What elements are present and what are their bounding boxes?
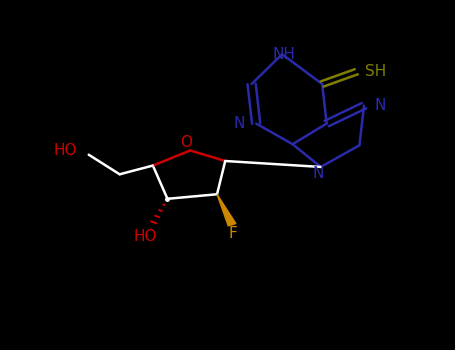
- Text: N: N: [374, 98, 385, 113]
- Polygon shape: [217, 194, 236, 226]
- Text: SH: SH: [365, 64, 387, 78]
- Text: O: O: [181, 135, 192, 150]
- Text: F: F: [228, 226, 238, 241]
- Text: HO: HO: [134, 230, 157, 244]
- Text: NH: NH: [273, 47, 296, 62]
- Text: N: N: [313, 166, 324, 181]
- Text: N: N: [233, 116, 245, 131]
- Text: HO: HO: [54, 143, 77, 158]
